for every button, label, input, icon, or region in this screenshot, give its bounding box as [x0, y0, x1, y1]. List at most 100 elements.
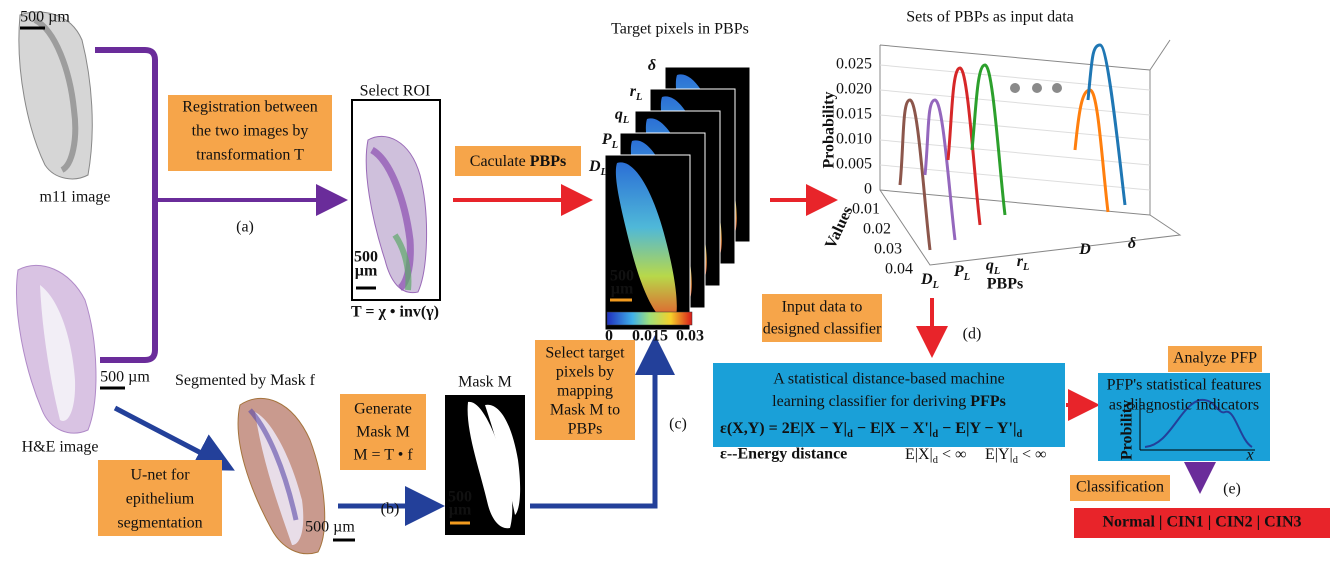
label: Mask M	[458, 374, 512, 391]
label: 500 µm	[100, 369, 150, 386]
label: Generate	[354, 401, 412, 418]
page: { "registration":{"scale_m11":"500 µm","…	[0, 0, 1340, 565]
label-part: L	[932, 280, 939, 291]
label: DL	[588, 158, 607, 178]
label: Caculate PBPs	[470, 153, 566, 170]
label: A statistical distance-based machine	[773, 371, 1004, 388]
label: (a)	[236, 219, 254, 236]
label: δ	[648, 57, 656, 74]
label: PL	[953, 263, 970, 283]
label-part: L	[635, 92, 642, 103]
label: (e)	[1223, 481, 1241, 498]
label-part: E|X|	[905, 446, 933, 463]
label: D	[1078, 241, 1091, 258]
label: Registration between	[182, 99, 318, 116]
colorbar	[607, 312, 692, 325]
label: Mask M	[356, 424, 410, 441]
label: Probility	[1119, 400, 1136, 460]
label-part: L	[963, 272, 970, 283]
label: 0.020	[836, 81, 872, 98]
label: rL	[1017, 253, 1030, 273]
label: 500 µm	[20, 9, 70, 26]
arrow	[115, 408, 226, 466]
label: PL	[601, 131, 618, 151]
label-part: Caculate	[470, 153, 530, 170]
label-part: δ	[648, 57, 656, 74]
tissue-images	[17, 12, 525, 554]
label: PFP's statistical features	[1107, 377, 1262, 394]
label: Classification	[1076, 479, 1164, 496]
plot-3d	[880, 40, 1180, 265]
label: δ	[1128, 235, 1136, 252]
label: Analyze PFP	[1173, 350, 1257, 367]
label: Normal | CIN1 | CIN2 | CIN3	[1102, 514, 1301, 531]
dot	[1010, 83, 1020, 93]
label: 0.005	[836, 156, 872, 173]
label: 0.03	[874, 241, 902, 258]
label: segmentation	[117, 515, 202, 532]
label: (b)	[381, 501, 400, 518]
label: 0.01	[852, 201, 880, 218]
colorbar-gradient	[607, 312, 692, 325]
label: PBPs	[987, 276, 1023, 293]
label-part: q	[615, 106, 623, 123]
label-part: f	[310, 372, 316, 389]
label-part: δ	[1128, 235, 1136, 252]
label-part: L	[600, 167, 607, 178]
label-part: P	[953, 263, 964, 280]
dot	[1032, 83, 1042, 93]
label-part: ε(X,Y) = 2E|X − Y|	[720, 420, 847, 437]
label-part: D	[588, 158, 601, 175]
grid-line	[880, 90, 1150, 115]
label: transformation T	[196, 147, 304, 164]
label-part: L	[993, 266, 1000, 277]
label: learning classifier for deriving PFPs	[772, 393, 1006, 410]
label: designed classifier	[763, 321, 882, 338]
label: Segmented by Mask f	[175, 372, 316, 389]
label: (d)	[963, 326, 982, 343]
label: T = χ • inv(γ)	[351, 304, 439, 321]
label: m11 image	[40, 189, 111, 206]
label: 0.010	[836, 131, 872, 148]
label: DL	[920, 271, 939, 291]
label: Input data to	[782, 299, 863, 316]
label-part: D	[920, 271, 933, 288]
curve	[1088, 45, 1125, 205]
label: Target pixels in PBPs	[611, 21, 749, 38]
label-part: q	[986, 257, 994, 274]
label: 0.02	[863, 221, 891, 238]
label-part: d	[1016, 429, 1022, 440]
label: ε--Energy distance	[720, 446, 847, 463]
label: 0.03	[676, 328, 704, 345]
label: 0.015	[836, 106, 872, 123]
label: Mask M to	[550, 402, 620, 419]
label: Sets of PBPs as input data	[906, 9, 1074, 26]
dot	[1052, 83, 1062, 93]
label-part: L	[611, 140, 618, 151]
label: M = T • f	[353, 447, 413, 464]
figure: 500 µm m11 image 500 µm H&E image Registrati…	[0, 0, 1340, 565]
label: the two images by	[192, 123, 309, 140]
label: µm	[611, 281, 634, 298]
curve	[1075, 90, 1108, 212]
label: E|X|d < ∞	[905, 446, 966, 466]
label: U-net for	[130, 467, 190, 484]
label-part: E|Y|	[985, 446, 1013, 463]
label: x	[1245, 447, 1253, 464]
label-part: − E|X − X'|	[853, 420, 933, 437]
label: (c)	[669, 416, 687, 433]
label-part: D	[1078, 241, 1091, 258]
label: Select ROI	[360, 83, 431, 100]
grid-line	[880, 115, 1150, 140]
label: qL	[986, 257, 1000, 277]
label: epithelium	[126, 491, 195, 508]
label: H&E image	[22, 439, 99, 456]
label: Select target	[545, 345, 625, 362]
label-part: PBPs	[530, 153, 566, 170]
label-part: P	[601, 131, 612, 148]
label-part: L	[1022, 262, 1029, 273]
label-part: < ∞	[938, 446, 966, 463]
label-part: PFPs	[970, 393, 1006, 410]
label: 0	[864, 181, 872, 198]
label: E|Y|d < ∞	[985, 446, 1046, 466]
